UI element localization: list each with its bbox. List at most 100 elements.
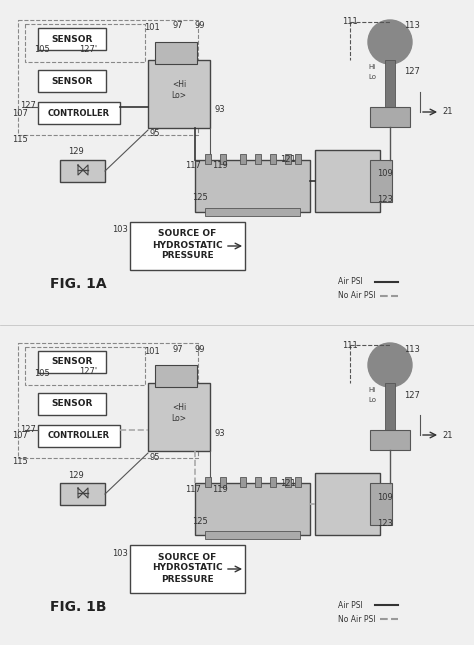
Bar bbox=[130, 222, 245, 270]
Text: 117: 117 bbox=[185, 161, 201, 170]
Text: 123: 123 bbox=[377, 519, 393, 528]
Text: SOURCE OF: SOURCE OF bbox=[158, 230, 216, 239]
Text: FIG. 1B: FIG. 1B bbox=[50, 600, 107, 614]
Text: 113: 113 bbox=[404, 344, 420, 353]
Text: FIG. 1A: FIG. 1A bbox=[50, 277, 107, 291]
Text: SENSOR: SENSOR bbox=[51, 34, 93, 43]
Text: 127: 127 bbox=[404, 68, 420, 77]
Text: HYDROSTATIC: HYDROSTATIC bbox=[152, 241, 222, 250]
Text: 97: 97 bbox=[173, 21, 183, 30]
Text: 103: 103 bbox=[112, 548, 128, 557]
Text: 101: 101 bbox=[144, 346, 160, 355]
Text: 119: 119 bbox=[212, 484, 228, 493]
Text: Air PSI: Air PSI bbox=[338, 277, 363, 286]
Text: 115: 115 bbox=[12, 457, 28, 466]
Bar bbox=[370, 430, 410, 450]
Text: 127': 127' bbox=[79, 368, 97, 377]
Text: SENSOR: SENSOR bbox=[51, 357, 93, 366]
Bar bbox=[205, 531, 300, 539]
Bar bbox=[155, 42, 197, 64]
Bar bbox=[240, 477, 246, 487]
Bar bbox=[148, 383, 210, 451]
Text: Hi: Hi bbox=[368, 387, 375, 393]
Bar bbox=[205, 477, 211, 487]
Text: 99: 99 bbox=[195, 344, 205, 353]
Bar bbox=[385, 383, 395, 433]
Bar bbox=[130, 545, 245, 593]
Text: Lo: Lo bbox=[368, 397, 376, 403]
Text: SOURCE OF: SOURCE OF bbox=[158, 553, 216, 562]
Text: 99: 99 bbox=[195, 21, 205, 30]
Text: CONTROLLER: CONTROLLER bbox=[48, 108, 110, 117]
Text: 125: 125 bbox=[192, 194, 208, 203]
Circle shape bbox=[368, 20, 412, 64]
Bar bbox=[255, 477, 261, 487]
Text: 21: 21 bbox=[442, 430, 453, 439]
Text: 127: 127 bbox=[20, 101, 36, 110]
Text: <Hi
Lo>: <Hi Lo> bbox=[172, 80, 186, 100]
Text: 21: 21 bbox=[442, 108, 453, 117]
Text: 125: 125 bbox=[192, 517, 208, 526]
Bar bbox=[270, 477, 276, 487]
Bar bbox=[240, 154, 246, 164]
Bar bbox=[38, 425, 120, 447]
Text: 105: 105 bbox=[34, 46, 50, 54]
Text: CONTROLLER: CONTROLLER bbox=[48, 432, 110, 441]
Text: 93: 93 bbox=[215, 106, 225, 115]
Text: 109: 109 bbox=[377, 493, 393, 502]
Bar bbox=[255, 154, 261, 164]
Bar bbox=[285, 477, 291, 487]
Bar bbox=[285, 154, 291, 164]
Bar bbox=[295, 154, 301, 164]
Text: 129: 129 bbox=[68, 470, 84, 479]
Text: SENSOR: SENSOR bbox=[51, 77, 93, 86]
Bar bbox=[38, 393, 106, 415]
Bar bbox=[155, 365, 197, 387]
Text: 127: 127 bbox=[20, 424, 36, 433]
Bar bbox=[370, 483, 392, 525]
Text: 95: 95 bbox=[150, 130, 160, 139]
Bar bbox=[315, 473, 380, 535]
Bar bbox=[60, 160, 105, 182]
Bar bbox=[295, 477, 301, 487]
Text: Hi: Hi bbox=[368, 64, 375, 70]
Text: 127: 127 bbox=[404, 390, 420, 399]
Bar bbox=[220, 477, 226, 487]
Text: 105: 105 bbox=[34, 368, 50, 377]
Text: <Hi
Lo>: <Hi Lo> bbox=[172, 403, 186, 422]
Bar bbox=[148, 60, 210, 128]
Text: 107: 107 bbox=[12, 432, 28, 441]
Bar bbox=[18, 343, 198, 458]
Text: 127': 127' bbox=[79, 45, 97, 54]
Text: PRESSURE: PRESSURE bbox=[161, 575, 213, 584]
Text: 123: 123 bbox=[377, 195, 393, 204]
Text: No Air PSI: No Air PSI bbox=[338, 292, 375, 301]
Text: 115: 115 bbox=[12, 135, 28, 143]
Bar bbox=[38, 351, 106, 373]
Bar bbox=[60, 483, 105, 505]
Bar bbox=[370, 160, 392, 202]
Text: 121: 121 bbox=[280, 155, 296, 164]
Bar bbox=[25, 347, 145, 385]
Bar bbox=[315, 150, 380, 212]
Text: 103: 103 bbox=[112, 226, 128, 235]
Text: SENSOR: SENSOR bbox=[51, 399, 93, 408]
Text: 117: 117 bbox=[185, 484, 201, 493]
Text: 113: 113 bbox=[404, 21, 420, 30]
Text: 111: 111 bbox=[342, 341, 358, 350]
Text: 95: 95 bbox=[150, 453, 160, 462]
Bar bbox=[38, 28, 106, 50]
Circle shape bbox=[368, 343, 412, 387]
Bar bbox=[25, 24, 145, 62]
Text: 129: 129 bbox=[68, 148, 84, 157]
Text: No Air PSI: No Air PSI bbox=[338, 615, 375, 624]
Bar bbox=[270, 154, 276, 164]
Bar bbox=[38, 70, 106, 92]
Text: 107: 107 bbox=[12, 108, 28, 117]
Bar bbox=[205, 208, 300, 216]
Text: 101: 101 bbox=[144, 23, 160, 32]
Text: Air PSI: Air PSI bbox=[338, 600, 363, 610]
Text: 111: 111 bbox=[342, 17, 358, 26]
Text: 119: 119 bbox=[212, 161, 228, 170]
Text: 97: 97 bbox=[173, 344, 183, 353]
